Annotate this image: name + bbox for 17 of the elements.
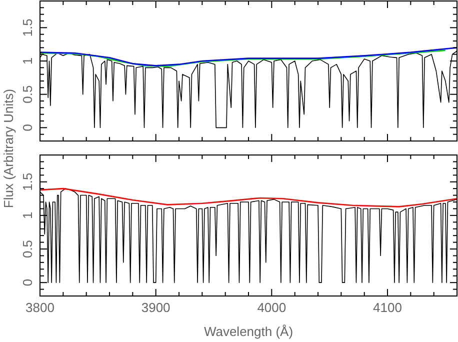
x-axis-title: Wavelength (Å) (204, 324, 294, 339)
x-tick-label: 3900 (141, 300, 170, 315)
y-tick-label: 1.5 (20, 172, 35, 191)
y-tick-label: 0 (20, 124, 35, 132)
line-series (40, 188, 457, 208)
y-tick-label: 1.5 (20, 18, 35, 37)
y-axis-title: Flux (Arbitrary Units) (1, 88, 16, 208)
x-tick-label: 3800 (26, 300, 54, 315)
x-tick-label: 4100 (373, 300, 402, 315)
y-tick-label: 1 (20, 212, 35, 220)
y-tick-label: 1 (20, 57, 35, 65)
y-tick-label: 0.5 (20, 240, 35, 258)
y-tick-label: 0.5 (20, 85, 35, 104)
line-series (40, 50, 446, 67)
line-series (40, 47, 457, 66)
x-tick-label: 4000 (257, 300, 286, 315)
y-tick-label: 0 (20, 278, 35, 286)
